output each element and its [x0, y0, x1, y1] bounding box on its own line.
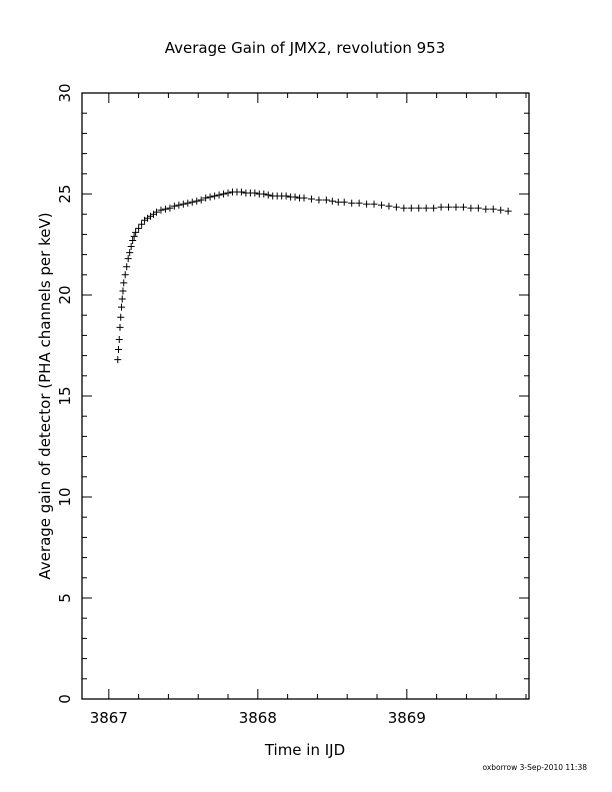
data-point [175, 201, 183, 209]
data-point [497, 206, 505, 214]
data-point [119, 287, 127, 295]
data-point [115, 335, 123, 343]
x-axis-label: Time in IJD [264, 741, 345, 759]
x-tick-label: 3867 [90, 709, 128, 727]
plot-frame [81, 92, 530, 700]
data-point [118, 295, 126, 303]
data-point [121, 271, 129, 279]
data-series [114, 188, 512, 364]
data-point [322, 196, 330, 204]
data-point [482, 205, 490, 213]
data-point [415, 204, 423, 212]
data-point [430, 204, 438, 212]
data-point [437, 203, 445, 211]
data-point [166, 204, 174, 212]
data-point [184, 199, 192, 207]
data-point [117, 313, 125, 321]
data-point [282, 192, 290, 200]
data-point [153, 208, 160, 216]
data-point [300, 194, 308, 202]
data-point [407, 204, 415, 212]
data-point [193, 197, 201, 205]
data-point [157, 206, 165, 214]
data-point [422, 204, 430, 212]
data-point [129, 236, 137, 244]
data-point [117, 303, 125, 311]
data-point [120, 279, 128, 287]
y-tick-label: 25 [56, 184, 74, 203]
data-point [130, 232, 138, 240]
data-point [370, 200, 378, 208]
data-point [264, 191, 272, 199]
data-point [348, 199, 356, 207]
data-point [161, 205, 169, 213]
y-tick-label: 20 [56, 285, 74, 304]
data-point [334, 198, 342, 206]
data-point [123, 263, 131, 271]
data-point [260, 190, 268, 198]
data-point [202, 194, 210, 202]
data-point [132, 228, 140, 236]
x-tick-label: 3869 [388, 709, 426, 727]
data-point [197, 196, 205, 204]
data-point [377, 201, 385, 209]
y-tick-label: 15 [56, 386, 74, 405]
data-point [489, 205, 497, 213]
data-point [459, 203, 467, 211]
data-point [220, 190, 228, 198]
data-point [355, 199, 363, 207]
data-point [340, 198, 348, 206]
data-point [206, 193, 214, 201]
y-axis: 0 5 10 15 20 25 30 [56, 83, 529, 704]
x-tick-label: 3868 [239, 709, 277, 727]
data-point [251, 189, 259, 197]
data-point [170, 202, 178, 210]
data-point [291, 193, 299, 201]
data-point [392, 203, 400, 211]
data-point [126, 249, 134, 257]
data-point [188, 198, 196, 206]
data-point [135, 224, 143, 232]
data-point [307, 195, 315, 203]
data-point [504, 207, 512, 215]
chart-title: Average Gain of JMX2, revolution 953 [165, 39, 446, 57]
y-tick-label: 0 [56, 694, 74, 704]
y-tick-label: 5 [56, 593, 74, 603]
y-tick-label: 10 [56, 487, 74, 506]
data-point [224, 189, 232, 197]
data-point [385, 202, 393, 210]
data-point [467, 204, 475, 212]
data-point [215, 191, 223, 199]
data-point [114, 356, 122, 364]
data-point [179, 200, 187, 208]
data-point [445, 203, 453, 211]
footer-credit: oxborrow 3-Sep-2010 11:38 [482, 763, 587, 772]
x-axis: 3867 3868 3869 [90, 93, 527, 727]
data-point [138, 220, 146, 228]
data-point [127, 243, 135, 251]
data-point [328, 197, 336, 205]
y-axis-label: Average gain of detector (PHA channels p… [36, 212, 54, 579]
data-point [211, 192, 219, 200]
data-point [474, 204, 482, 212]
data-point [237, 188, 245, 196]
data-point [115, 346, 123, 354]
data-point [124, 255, 132, 263]
data-point [116, 323, 124, 331]
data-point [315, 196, 323, 204]
data-point [452, 203, 460, 211]
data-point [363, 200, 371, 208]
y-tick-label: 30 [56, 83, 74, 102]
data-point [400, 204, 408, 212]
